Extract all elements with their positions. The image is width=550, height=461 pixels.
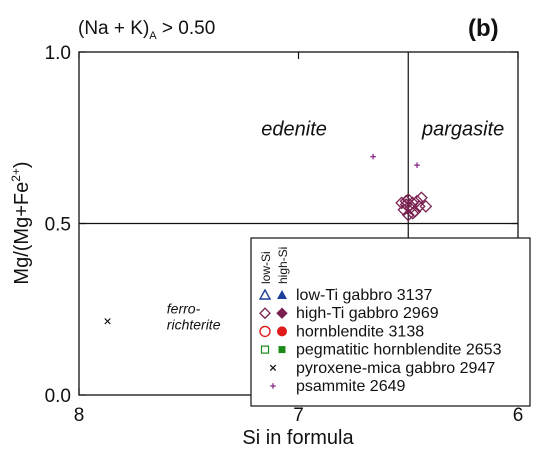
legend-label: high-Ti gabbro 2969 (296, 305, 439, 322)
legend-entry: psammite 2649 (270, 378, 405, 395)
legend-box (250, 237, 531, 407)
legend-marker-open (258, 288, 272, 300)
legend-marker-filled (277, 290, 287, 299)
legend-entry: high-Ti gabbro 2969 (259, 305, 439, 322)
x-mark-stroke (269, 364, 277, 371)
legend-entry: low-Ti gabbro 3137 (258, 287, 432, 304)
data-point-diamond-open (419, 199, 433, 213)
y-tick-label: 1.0 (45, 43, 71, 64)
data-points (104, 153, 433, 325)
legend-label: psammite 2649 (296, 378, 405, 395)
data-point-diamond-open (399, 194, 413, 208)
field-label-edenite: edenite (261, 118, 327, 140)
legend-marker (269, 364, 277, 371)
legend-header-low-si: low-Si (259, 251, 273, 284)
legend-label: pyroxene-mica gabbro 2947 (296, 360, 495, 377)
legend-marker-filled (278, 346, 286, 354)
y-axis-title: Mg/(Mg+Fe2+) (9, 161, 33, 284)
legend-entry: pegmatitic hornblendite 2653 (260, 342, 502, 359)
data-point-diamond-open (406, 206, 420, 220)
legend-label: low-Ti gabbro 3137 (296, 287, 432, 304)
y-tick-label: 0.5 (45, 215, 71, 236)
legend-label: pegmatitic hornblendite 2653 (296, 342, 502, 359)
legend-marker-open (259, 307, 271, 320)
data-point-diamond-open (410, 194, 424, 208)
legend-marker-filled (277, 326, 287, 337)
data-point-diamond-open (395, 196, 409, 210)
data-point-x (104, 318, 111, 325)
legend-label: hornblendite 3138 (296, 323, 424, 340)
legend-marker-open (260, 345, 270, 354)
legend-entry: pyroxene-mica gabbro 2947 (269, 360, 495, 377)
field-label-ferro-richterite: ferro- richterite (167, 301, 221, 333)
field-label-pargasite: pargasite (421, 118, 504, 140)
x-tick-label: 7 (293, 405, 304, 426)
x-axis-title: Si in formula (242, 427, 354, 449)
panel-label: (b) (468, 15, 499, 42)
data-point-diamond-open (401, 208, 415, 222)
condition-label: (Na + K)A > 0.50 (78, 18, 215, 42)
data-point-plus (414, 162, 420, 168)
y-tick-label: 0.0 (45, 386, 71, 407)
legend: low-Si high-Si low-Ti gabbro 3137high-Ti… (250, 237, 531, 407)
legend-marker-filled (276, 307, 288, 319)
x-tick-label: 6 (513, 405, 524, 426)
x-tick-label: 8 (74, 405, 85, 426)
legend-marker (270, 383, 276, 389)
x-mark-stroke (104, 318, 111, 325)
legend-entry: hornblendite 3138 (259, 323, 424, 340)
data-point-plus (370, 153, 376, 160)
y-axis: 0.0 0.5 1.0 (45, 43, 518, 407)
legend-marker-open (259, 325, 271, 338)
legend-header-high-si: high-Si (276, 247, 290, 284)
